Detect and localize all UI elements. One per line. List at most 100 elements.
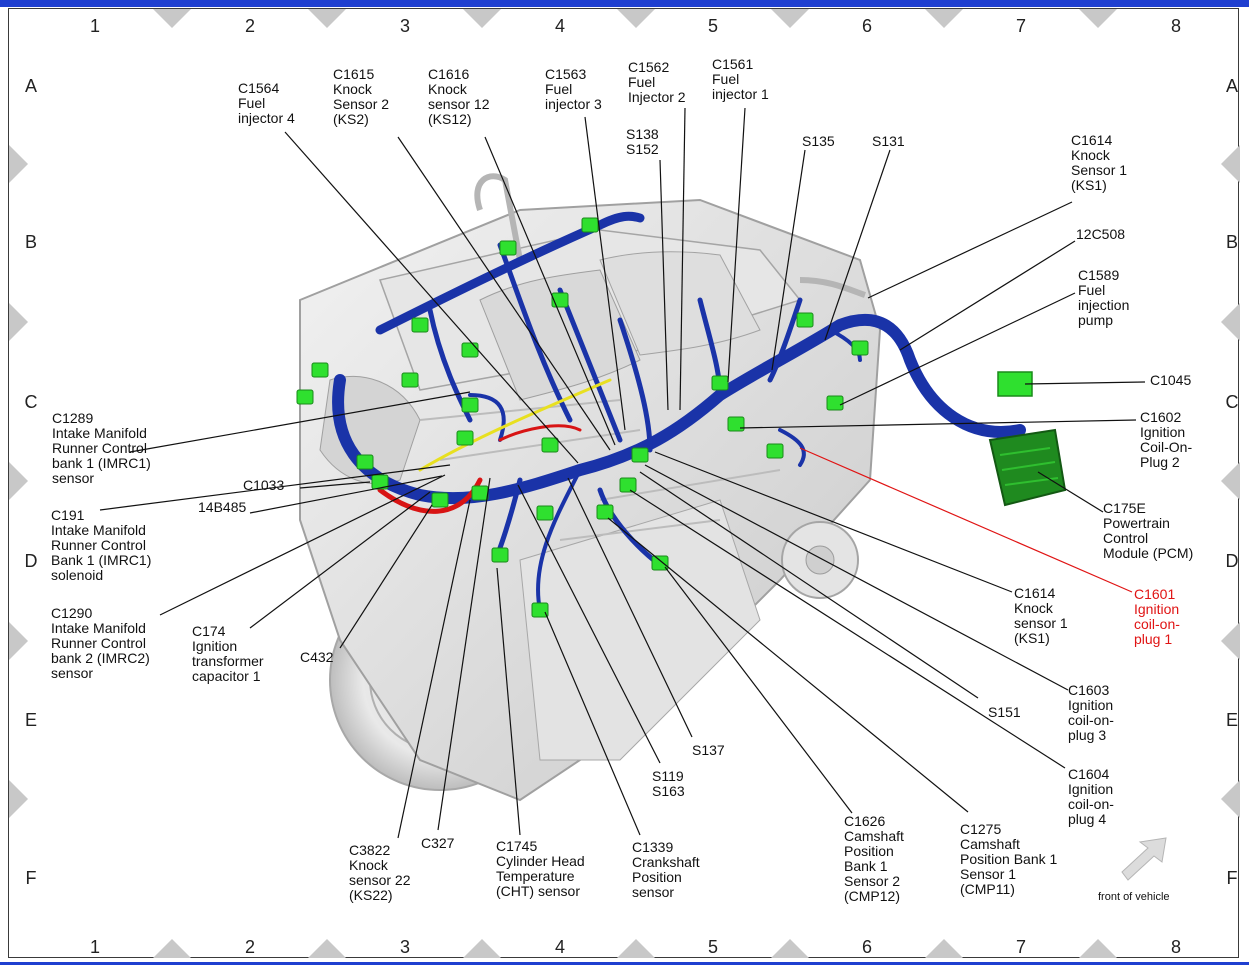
callout-line: Knock (333, 81, 372, 97)
callout-line: Bank 1 (IMRC1) (51, 552, 152, 568)
callout-line: C432 (300, 649, 334, 665)
callout-line: S131 (872, 133, 905, 149)
callout-c1614-top: C1614 Knock Sensor 1 (KS1) (1071, 133, 1127, 193)
leader-line (1024, 381, 1146, 385)
leader-line (484, 136, 616, 446)
callout-line: C1289 (52, 410, 94, 426)
leader-line (824, 149, 891, 341)
grid-column-top-3: 3 (399, 16, 410, 36)
grid-row-right-F: F (1226, 868, 1238, 888)
callout-line: C3822 (349, 842, 391, 858)
harness-connector (826, 395, 844, 411)
grid-row-left-E: E (24, 710, 37, 730)
front-of-vehicle-arrow (1121, 837, 1167, 881)
leader-line (99, 464, 451, 511)
callout-line: Knock (1014, 600, 1053, 616)
leader-line (644, 464, 1069, 691)
callout-line: Module (PCM) (1103, 545, 1194, 561)
callout-line: bank 2 (IMRC2) (51, 650, 150, 666)
callout-line: (CMP11) (960, 881, 1015, 897)
callout-c191: C191 Intake Manifold Runner Control Bank 1 … (51, 508, 151, 583)
harness-connector (631, 447, 649, 463)
harness-connector (551, 292, 569, 308)
callout-c1602: C1602 Ignition Coil-On- Plug 2 (1140, 410, 1192, 470)
callout-line: C191 (51, 507, 85, 523)
leader-line (299, 481, 371, 489)
callout-c1339: C1339 Crankshaft Position sensor (632, 840, 700, 900)
callout-line: Camshaft (960, 836, 1020, 852)
callout-line: Intake Manifold (51, 620, 146, 636)
callout-line: Sensor 1 (960, 866, 1017, 882)
callout-line: Ignition (1134, 601, 1180, 617)
callout-line: Sensor 2 (333, 96, 390, 112)
grid-column-top-5: 5 (707, 16, 718, 36)
callout-line: C1603 (1068, 682, 1110, 698)
leader-line (159, 474, 446, 616)
grid-row-right-D: D (1225, 551, 1239, 571)
connectors (296, 217, 869, 618)
callout-line: C1275 (960, 821, 1002, 837)
callout-line: (CMP12) (844, 888, 901, 904)
callout-line: solenoid (51, 567, 104, 583)
top-border-bar (0, 0, 1249, 7)
grid-marker-left (9, 303, 28, 341)
callout-c1589: C1589 Fuel injection pump (1078, 268, 1129, 328)
callout-line: (KS1) (1071, 177, 1107, 193)
grid-column-bottom-8: 8 (1170, 937, 1181, 957)
callout-line: sensor (52, 470, 95, 486)
grid-column-top-2: 2 (244, 16, 255, 36)
callout-s151: S151 (988, 705, 1021, 720)
grid-marker-top (153, 9, 191, 28)
leader-line (339, 504, 433, 649)
callout-s138: S138 S152 (626, 127, 659, 157)
callout-line: Position (844, 843, 894, 859)
callout-line: C1290 (51, 605, 93, 621)
leader-line (249, 475, 443, 514)
grid-column-bottom-7: 7 (1015, 937, 1026, 957)
callout-line: coil-on- (1134, 616, 1180, 632)
callout-line: Coil-On- (1140, 439, 1193, 455)
callout-line: sensor 12 (428, 96, 490, 112)
callout-c1614-bot: C1614 Knock sensor 1 (KS1) (1014, 586, 1068, 646)
leader-line (397, 499, 471, 839)
harness-connector (851, 340, 869, 356)
leader-line (679, 107, 686, 411)
callout-c1045: C1045 (1150, 373, 1191, 388)
callout-line: C1339 (632, 839, 674, 855)
leader-line (654, 451, 1013, 593)
harness-connector (491, 547, 509, 563)
callout-line: (KS22) (349, 887, 393, 903)
leader-line (249, 491, 431, 629)
leader-line (867, 201, 1073, 299)
callout-s119: S119 S163 (652, 769, 685, 799)
callout-line: sensor (51, 665, 94, 681)
grid-column-top-8: 8 (1170, 16, 1181, 36)
grid-marker-bottom (925, 939, 963, 958)
leader-line (899, 240, 1076, 351)
harness-connector (711, 375, 729, 391)
callout-c1562: C1562 Fuel Injector 2 (628, 60, 686, 105)
harness-connector (596, 504, 614, 520)
callout-line: C1614 (1014, 585, 1056, 601)
callout-line: S119 (652, 768, 684, 784)
harness-connector (536, 505, 554, 521)
callout-line: C1604 (1068, 766, 1110, 782)
bottom-border-bar (0, 962, 1249, 965)
callout-c1601: C1601 Ignition coil-on-plug 1 (1134, 587, 1180, 647)
callout-c432: C432 (300, 650, 333, 665)
callout-line: C1589 (1078, 267, 1120, 283)
callout-line: C1564 (238, 80, 280, 96)
harness-connector (541, 437, 559, 453)
leader-line (629, 489, 1066, 769)
callout-line: plug 1 (1134, 631, 1173, 647)
grid-marker-top (925, 9, 963, 28)
harness-connector (471, 485, 489, 501)
callout-line: C1045 (1150, 372, 1192, 388)
harness-connector (619, 477, 637, 493)
callout-line: S151 (988, 704, 1021, 720)
callout-line: C1601 (1134, 586, 1176, 602)
callout-line: Ignition (1068, 781, 1114, 797)
callout-line: (KS12) (428, 111, 472, 127)
callout-line: Sensor 2 (844, 873, 901, 889)
